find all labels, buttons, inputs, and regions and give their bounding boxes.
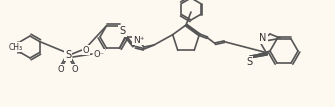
Text: CH₃: CH₃ bbox=[9, 42, 23, 51]
Text: N: N bbox=[259, 33, 267, 43]
Text: S: S bbox=[120, 26, 126, 36]
Text: O: O bbox=[58, 65, 64, 74]
Text: S: S bbox=[246, 57, 252, 67]
Text: S: S bbox=[65, 50, 71, 60]
Text: O: O bbox=[83, 45, 89, 54]
Text: O: O bbox=[72, 65, 78, 74]
Text: N⁺: N⁺ bbox=[133, 36, 145, 45]
Text: O⁻: O⁻ bbox=[93, 50, 105, 59]
